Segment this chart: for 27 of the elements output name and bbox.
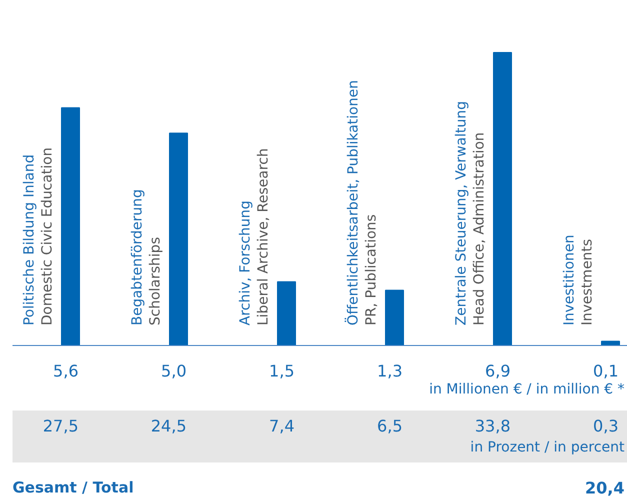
text: 7,4 (269, 416, 295, 436)
data-label: 5,6 (53, 362, 79, 380)
x-tick-label: Politische Bildung Inland Domestic Civic Education (22, 147, 56, 326)
data-label: 0,1 (593, 362, 619, 380)
text: 20,4 (585, 478, 625, 497)
bar (61, 107, 80, 346)
data-label: 5,0 (161, 362, 187, 380)
data-label: 1,5 (269, 362, 295, 380)
text: Gesamt / Total (12, 478, 134, 496)
data-label: 1,3 (377, 362, 403, 380)
text: in Prozent / in percent (470, 440, 626, 456)
text: 0,3 (593, 416, 619, 436)
x-tick-label: Archiv, Forschung Liberal Archive, Research (238, 148, 272, 326)
x-tick-label: Investitionen Investments (562, 234, 596, 326)
text: 27,5 (42, 416, 78, 436)
text: 24,5 (150, 416, 186, 436)
x-tick-label: Zentrale Steuerung, Verwaltung Head Office, Administration (454, 100, 488, 326)
x-tick-label: Öffentlichkeitsarbeit, Publikationen PR, Publications (344, 80, 380, 326)
bar (277, 281, 296, 346)
text: 33,8 (474, 416, 510, 436)
bar (169, 132, 188, 346)
x-tick-label: Begabtenförderung Scholarships (130, 189, 164, 326)
data-label: 6,9 (485, 362, 511, 380)
text: 6,5 (377, 416, 403, 436)
text: in Millionen € / in million € * (429, 382, 624, 398)
bar (493, 52, 512, 346)
bar (385, 290, 404, 346)
